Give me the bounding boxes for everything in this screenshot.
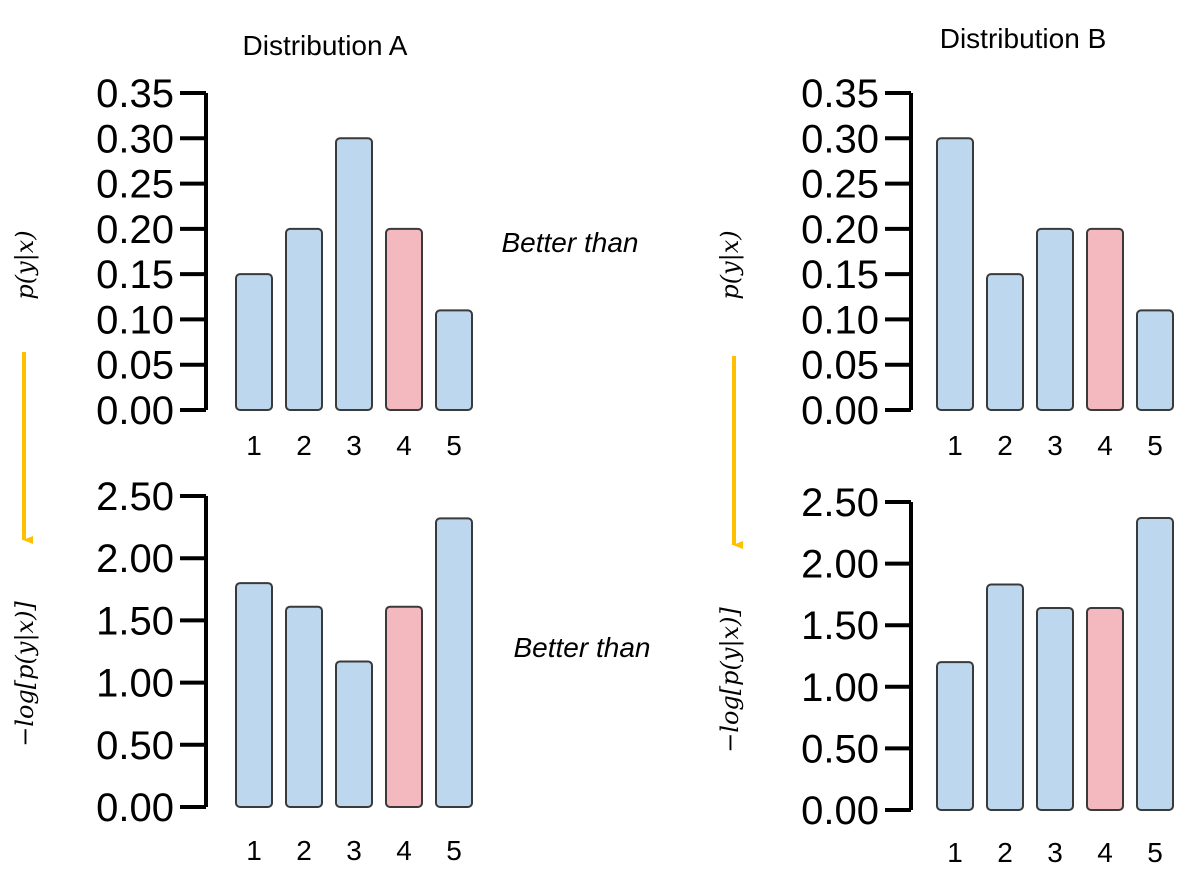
bar-4 xyxy=(385,605,423,808)
title-distribution-a: Distribution A xyxy=(243,30,408,61)
bar-1 xyxy=(235,273,273,411)
y-tick-label: 0.20 xyxy=(96,208,174,252)
bar-3 xyxy=(335,137,373,412)
y-tick-label: 0.35 xyxy=(801,72,879,116)
x-category-label: 1 xyxy=(246,835,262,866)
y-tick-label: 0.30 xyxy=(96,117,174,161)
bar-2 xyxy=(285,605,323,808)
y-tick-label: 0.25 xyxy=(801,163,879,207)
y-tick-label: 0.15 xyxy=(801,253,879,297)
x-category-label: 3 xyxy=(1047,430,1063,461)
note-better-than-bottom: Better than xyxy=(514,632,651,663)
y-tick-label: 0.00 xyxy=(96,389,174,433)
y-tick-label: 1.00 xyxy=(96,662,174,706)
y-axis-label: p(y|x) xyxy=(716,230,745,299)
bar-3 xyxy=(335,660,373,809)
y-tick-label: 0.00 xyxy=(801,389,879,433)
x-category-label: 5 xyxy=(446,430,462,461)
x-category-label: 4 xyxy=(1097,837,1113,868)
x-category-label: 3 xyxy=(346,835,362,866)
chart-panel-b-neglog: 0.00 0.50 1.00 1.50 2.00 2.50 1 2 3 4 5 −log[p(y|x)… xyxy=(716,481,1174,868)
y-tick-label: 0.10 xyxy=(801,298,879,342)
y-tick-label: 2.00 xyxy=(801,543,879,587)
y-tick-label: 0.30 xyxy=(801,117,879,161)
x-category-label: 4 xyxy=(1097,430,1113,461)
y-axis-label: −log[p(y|x)] xyxy=(716,607,745,753)
bar-5 xyxy=(435,309,473,411)
title-distribution-b: Distribution B xyxy=(940,23,1107,54)
x-category-label: 5 xyxy=(1147,430,1163,461)
y-tick-label: 0.15 xyxy=(96,253,174,297)
y-tick-label: 0.35 xyxy=(96,72,174,116)
bar-3 xyxy=(1036,606,1074,812)
y-tick-label: 0.50 xyxy=(96,724,174,768)
x-category-label: 5 xyxy=(446,835,462,866)
x-category-label: 4 xyxy=(396,430,412,461)
bar-3 xyxy=(1036,227,1074,411)
bar-5 xyxy=(1136,517,1174,811)
bar-1 xyxy=(936,661,974,811)
x-category-label: 1 xyxy=(947,430,963,461)
bar-4 xyxy=(385,227,423,411)
bar-2 xyxy=(285,227,323,411)
y-tick-label: 0.25 xyxy=(96,163,174,207)
x-category-label: 1 xyxy=(246,430,262,461)
x-category-label: 2 xyxy=(997,837,1013,868)
y-tick-label: 2.50 xyxy=(801,481,879,525)
bar-1 xyxy=(936,137,974,412)
y-tick-label: 0.10 xyxy=(96,298,174,342)
chart-panel-a-prob: 0.000.050.100.150.200.250.300.35 1 2 3 4 5 p(y… xyxy=(11,72,473,461)
x-category-label: 2 xyxy=(997,430,1013,461)
y-tick-label: 2.00 xyxy=(96,537,174,581)
bar-5 xyxy=(435,517,473,809)
y-tick-label: 0.00 xyxy=(801,789,879,833)
note-better-than-top: Better than xyxy=(502,227,639,258)
x-category-label: 2 xyxy=(296,835,312,866)
y-tick-label: 0.20 xyxy=(801,208,879,252)
bar-5 xyxy=(1136,309,1174,411)
x-category-label: 2 xyxy=(296,430,312,461)
chart-panel-b-prob: 0.000.050.100.150.200.250.300.35 1 2 3 4 5 p(y… xyxy=(716,72,1174,461)
bar-2 xyxy=(986,583,1024,811)
x-category-label: 3 xyxy=(346,430,362,461)
bar-2 xyxy=(986,273,1024,411)
chart-panel-a-neglog: 0.00 0.50 1.00 1.50 2.00 2.50 1 2 3 4 5 −log[p(y|x)… xyxy=(11,475,473,866)
y-tick-label: 0.05 xyxy=(801,344,879,388)
bar-4 xyxy=(1086,606,1124,812)
y-tick-label: 0.00 xyxy=(96,786,174,830)
x-category-label: 4 xyxy=(396,835,412,866)
y-tick-label: 1.50 xyxy=(96,599,174,643)
bar-1 xyxy=(235,582,273,809)
y-axis-label: −log[p(y|x)] xyxy=(11,601,40,747)
y-tick-label: 1.50 xyxy=(801,604,879,648)
y-tick-label: 0.05 xyxy=(96,344,174,388)
bar-4 xyxy=(1086,227,1124,411)
y-tick-label: 2.50 xyxy=(96,475,174,519)
x-category-label: 1 xyxy=(947,837,963,868)
y-tick-label: 0.50 xyxy=(801,727,879,771)
y-axis-label: p(y|x) xyxy=(11,230,40,299)
y-tick-label: 1.00 xyxy=(801,666,879,710)
x-category-label: 3 xyxy=(1047,837,1063,868)
x-category-label: 5 xyxy=(1147,837,1163,868)
